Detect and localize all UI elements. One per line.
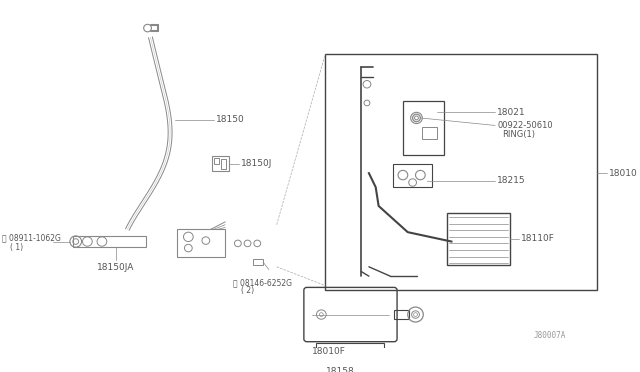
- Text: 18110F: 18110F: [522, 234, 556, 243]
- Bar: [214, 158, 220, 164]
- Text: 18010F: 18010F: [312, 347, 346, 356]
- Text: 18150JA: 18150JA: [97, 263, 134, 272]
- Bar: [253, 259, 263, 265]
- Text: 18150: 18150: [216, 115, 244, 124]
- Bar: [73, 236, 146, 247]
- Bar: [317, 343, 385, 359]
- Text: 00922-50610: 00922-50610: [497, 121, 553, 130]
- Text: 18158: 18158: [326, 367, 355, 372]
- Bar: [403, 101, 444, 155]
- Text: 18215: 18215: [497, 176, 525, 185]
- Bar: [325, 54, 597, 290]
- Text: 18021: 18021: [497, 108, 525, 117]
- Bar: [447, 214, 509, 265]
- Bar: [212, 156, 229, 171]
- Bar: [177, 230, 225, 257]
- Text: RING(1): RING(1): [502, 130, 535, 139]
- Text: Ⓑ 08146-6252G: Ⓑ 08146-6252G: [233, 278, 292, 287]
- Text: J80007A: J80007A: [534, 331, 566, 340]
- Bar: [393, 164, 432, 187]
- Text: 18010: 18010: [609, 169, 637, 178]
- Text: ( 1): ( 1): [10, 243, 23, 251]
- Text: ⒳ 08911-1062G: ⒳ 08911-1062G: [2, 233, 61, 242]
- Bar: [394, 310, 409, 319]
- Text: 18150J: 18150J: [241, 159, 272, 168]
- Bar: [422, 127, 437, 138]
- Bar: [221, 159, 226, 169]
- Text: ( 2): ( 2): [241, 286, 254, 295]
